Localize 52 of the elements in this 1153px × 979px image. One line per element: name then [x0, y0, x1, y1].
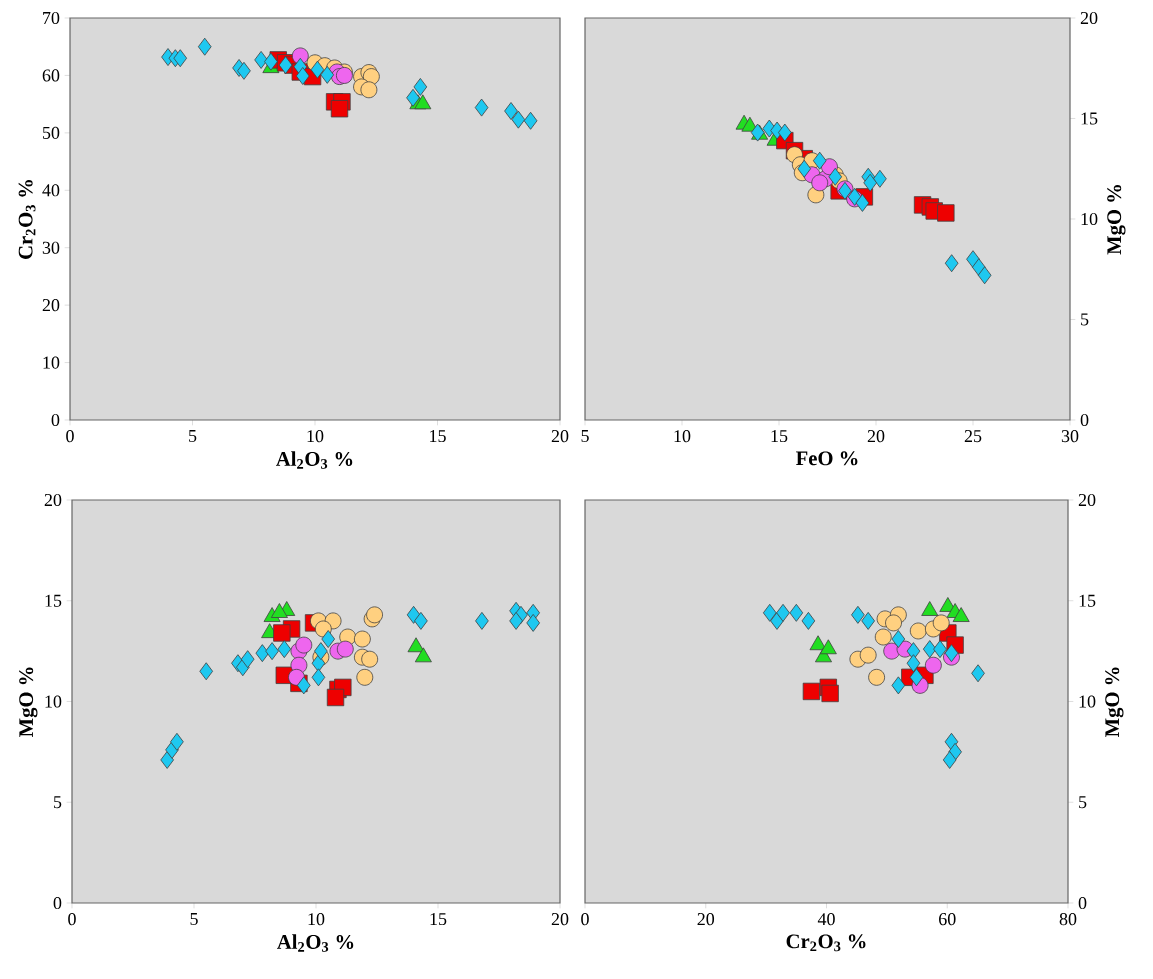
x-tick-label: 5 [190, 913, 198, 925]
y2-tick-label: 5 [1079, 796, 1087, 809]
y-tick-label: 30 [42, 241, 60, 254]
x-tick-label: 15 [430, 430, 446, 443]
x-tick-label: 10 [307, 430, 324, 443]
x-tick-label: 5 [581, 430, 589, 442]
y-tick-label: 40 [42, 184, 60, 197]
y2-tick-label: 20 [1080, 11, 1098, 25]
y-tick-label: 70 [43, 11, 60, 25]
x-tick-label: 30 [1061, 430, 1079, 443]
y-tick-label: 0 [51, 413, 60, 427]
x-axis-title: Cr$_{2}$O$_{3}$ % [786, 934, 866, 952]
y2-tick-label: 10 [1079, 695, 1096, 708]
x-tick-label: 10 [308, 913, 325, 926]
y2-tick-label: 10 [1081, 212, 1098, 226]
x-tick-label: 20 [551, 430, 569, 443]
y2-tick-label: 15 [1081, 112, 1098, 125]
x-tick-label: 20 [697, 913, 715, 926]
y2-tick-label: 20 [1078, 493, 1096, 507]
x-axis-title: Al$_{2}$O$_{3}$ % [276, 451, 353, 469]
y-tick-label: 10 [43, 356, 60, 369]
y-tick-label: 15 [45, 594, 62, 607]
y-tick-label: 0 [53, 896, 62, 910]
x-tick-label: 0 [68, 913, 76, 926]
x-axis-title: Al$_{2}$O$_{3}$ % [277, 934, 354, 952]
y2-axis-title: MgO % [1105, 667, 1124, 738]
y2-tick-label: 0 [1078, 896, 1087, 910]
x-tick-label: 60 [939, 913, 956, 926]
y-tick-label: 5 [54, 796, 62, 809]
x-tick-label: 20 [867, 430, 885, 443]
y2-axis-title: MgO % [1107, 185, 1126, 255]
y2-tick-label: 15 [1079, 594, 1096, 607]
x-tick-label: 15 [771, 430, 788, 443]
x-tick-label: 40 [817, 913, 835, 926]
x-tick-label: 25 [964, 430, 982, 443]
x-axis-title: FeO % [796, 451, 858, 466]
y-tick-label: 20 [42, 299, 60, 312]
x-tick-label: 80 [1059, 913, 1077, 926]
y-axis-title: MgO % [19, 667, 38, 738]
y2-tick-label: 0 [1080, 413, 1089, 427]
y-tick-label: 60 [42, 69, 60, 82]
y2-tick-label: 5 [1081, 313, 1089, 326]
y-tick-label: 20 [44, 493, 62, 507]
y-axis-title: Cr$_{2}$O$_{3}$ % [18, 180, 36, 259]
y-tick-label: 10 [45, 695, 62, 708]
x-tick-label: 15 [430, 913, 447, 926]
y-tick-label: 50 [43, 126, 60, 139]
x-tick-label: 20 [551, 913, 569, 926]
x-tick-label: 0 [66, 430, 74, 443]
x-tick-label: 0 [581, 913, 589, 926]
x-tick-label: 10 [674, 430, 691, 443]
x-tick-label: 5 [189, 430, 197, 442]
